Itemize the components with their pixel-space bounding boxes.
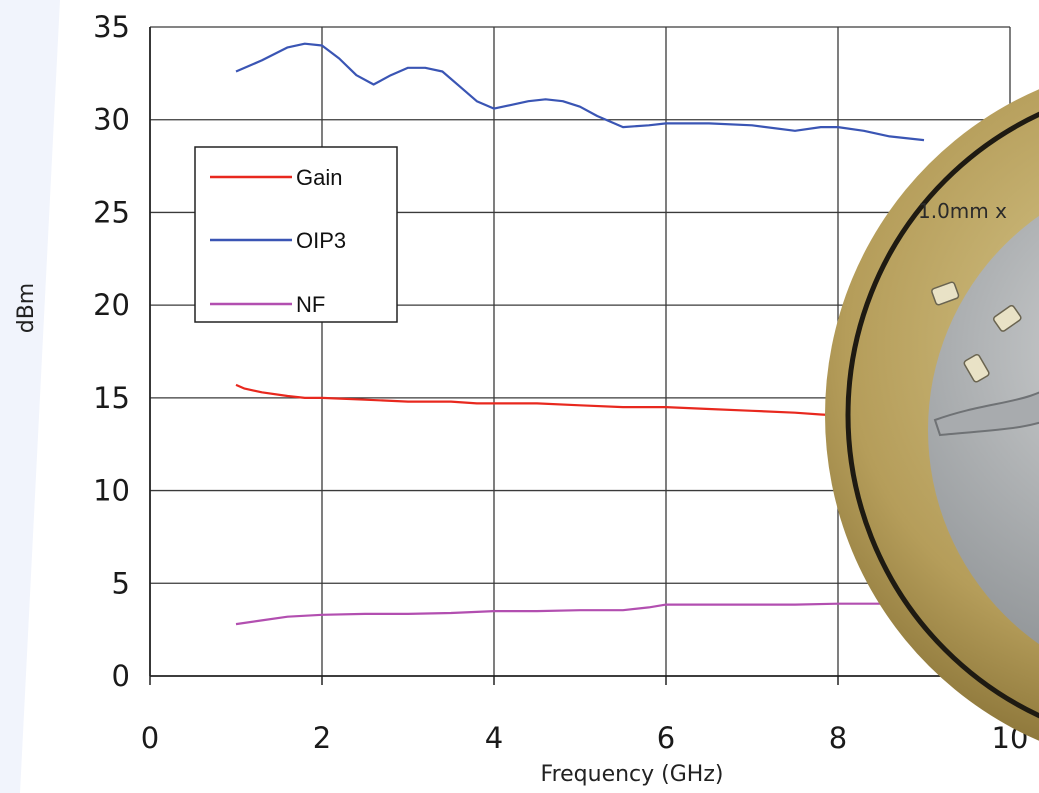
y-tick-label: 30	[93, 103, 130, 137]
x-tick-label: 4	[485, 721, 503, 755]
y-axis-label: dBm	[14, 283, 39, 334]
dimension-annotation: 1.0mm x	[918, 199, 1007, 223]
series-line-nf	[235, 602, 924, 626]
y-tick-label: 10	[93, 474, 130, 508]
x-axis-label: Frequency (GHz)	[541, 762, 724, 787]
x-tick-label: 8	[829, 721, 847, 755]
y-tick-label: 20	[93, 288, 130, 322]
x-tick-label: 6	[657, 721, 675, 755]
legend-label-gain: Gain	[296, 165, 342, 190]
decorative-stripe	[0, 0, 60, 793]
y-tick-label: 15	[93, 381, 130, 415]
y-tick-label: 35	[93, 10, 130, 44]
y-tick-label: 5	[112, 566, 130, 600]
legend-label-oip3: OIP3	[296, 228, 346, 253]
coin-photo: 1.0mm x	[825, 89, 1039, 741]
y-tick-label: 0	[112, 659, 130, 693]
legend: Gain OIP3 NF	[194, 146, 398, 323]
series-line-gain	[235, 383, 925, 422]
y-tick-label: 25	[93, 195, 130, 229]
x-tick-label: 0	[141, 721, 159, 755]
legend-label-nf: NF	[296, 292, 325, 317]
x-tick-label: 2	[313, 721, 331, 755]
series-line-oip3	[235, 42, 925, 142]
axes	[149, 27, 1011, 685]
series-lines	[235, 42, 925, 626]
